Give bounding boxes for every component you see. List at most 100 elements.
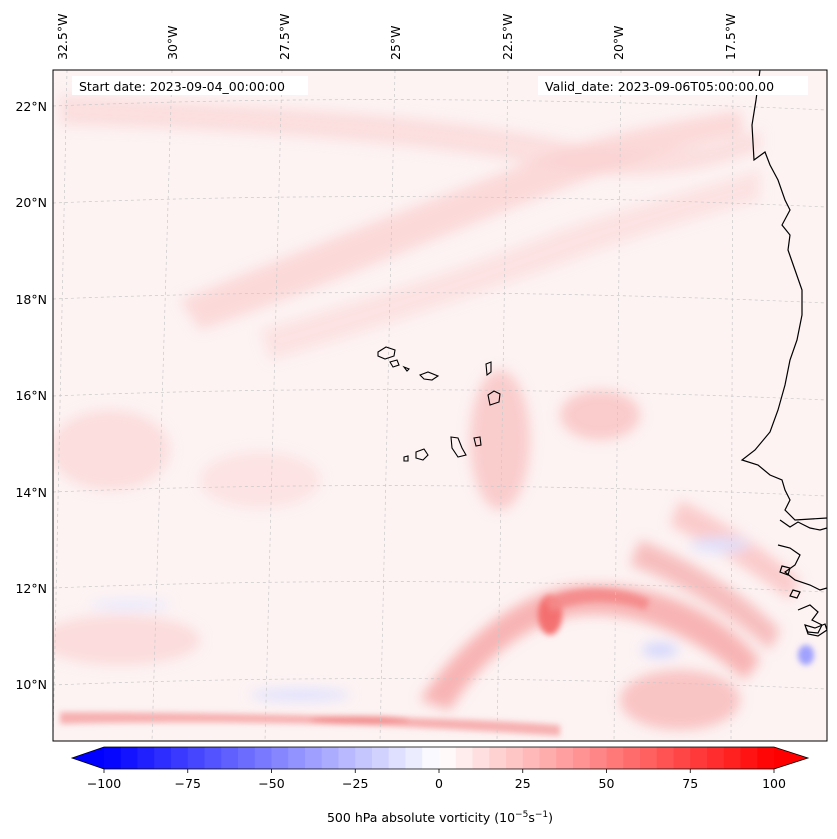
- meridian-30w: [151, 70, 173, 741]
- start-date-box: [72, 76, 308, 95]
- lat-label-22n: 22°N: [15, 99, 47, 114]
- vorticity-band-diagonal-2: [260, 170, 760, 360]
- colorbar-cell: [305, 747, 323, 769]
- parallel-16n: [53, 389, 827, 401]
- colorbar-cell: [573, 747, 591, 769]
- lat-label-20n: 20°N: [15, 195, 47, 210]
- vorticity-min-coast: [798, 645, 814, 665]
- colorbar-cell: [238, 747, 256, 769]
- colorbar-cell: [640, 747, 658, 769]
- gambia-coast: [779, 519, 827, 531]
- colorbar-title-main: 500 hPa absolute vorticity (10: [327, 810, 515, 825]
- meridian-22-5w: [496, 70, 509, 741]
- lat-label-16n: 16°N: [15, 388, 47, 403]
- colorbar-cell: [506, 747, 524, 769]
- colorbar-cell: [405, 747, 423, 769]
- colorbar-cell: [455, 747, 474, 769]
- colorbar: −100 −75 −50 −25 0 25 50 75 100 500 hPa absolute…: [70, 746, 810, 825]
- colorbar-cell: [589, 747, 608, 769]
- vorticity-blob-mid-west: [200, 452, 320, 508]
- colorbar-title-mid: s: [528, 810, 535, 825]
- fogo-island: [415, 448, 429, 461]
- lon-label-22-5w: 22.5°W: [500, 14, 515, 60]
- lat-label-18n: 18°N: [15, 292, 47, 307]
- colorbar-cell: [522, 747, 541, 769]
- vorticity-band-south: [60, 712, 560, 736]
- colorbar-cell: [372, 747, 390, 769]
- cape-verde-islands: [377, 346, 501, 462]
- colorbar-cell: [221, 747, 239, 769]
- colorbar-cell: [757, 747, 775, 769]
- colorbar-cell: [690, 747, 708, 769]
- colorbar-cell: [137, 747, 155, 769]
- colorbar-tick-label: 0: [435, 776, 443, 791]
- vorticity-band-coast: [630, 540, 780, 650]
- guinea-coast: [797, 604, 823, 634]
- colorbar-cell: [388, 747, 407, 769]
- parallel-18n: [53, 292, 827, 304]
- meridian-27-5w: [264, 70, 283, 741]
- start-date-label: Start date: 2023-09-04_00:00:00: [79, 79, 285, 94]
- vorticity-blob-west: [53, 410, 170, 490]
- lon-label-17-5w: 17.5°W: [723, 14, 738, 60]
- colorbar-title: 500 hPa absolute vorticity (10−5s−1): [327, 810, 553, 825]
- colorbar-cell: [154, 747, 172, 769]
- parallel-14n: [53, 485, 827, 497]
- colorbar-cell: [439, 747, 457, 769]
- lat-label-14n: 14°N: [15, 485, 47, 500]
- vorticity-blob-south-west: [53, 615, 200, 665]
- valid-date-box: [538, 76, 808, 95]
- map-panel: Start date: 2023-09-04_00:00:00 Valid_da…: [53, 70, 827, 741]
- vorticity-blob-neg-3: [250, 689, 350, 701]
- vorticity-arc-inner: [545, 588, 650, 612]
- colorbar-tick-label: −75: [175, 776, 201, 791]
- colorbar-title-exp1: −5: [515, 810, 528, 820]
- parallel-12n: [53, 581, 827, 593]
- colorbar-tick-label: 100: [762, 776, 786, 791]
- colorbar-tick-label: 50: [599, 776, 615, 791]
- colorbar-ticks: −100 −75 −50 −25 0 25 50 75 100: [87, 769, 786, 791]
- colorbar-title-end: ): [548, 810, 553, 825]
- santo-antao-island: [377, 346, 396, 360]
- vorticity-blob-neg-2: [642, 643, 678, 657]
- colorbar-cell: [120, 747, 139, 769]
- boa-vista-island: [487, 390, 501, 406]
- map-frame: [52, 69, 828, 742]
- colorbar-tick-label: −50: [258, 776, 284, 791]
- colorbar-cell: [338, 747, 356, 769]
- sao-nicolau-island: [419, 371, 440, 381]
- colorbar-tick-label: 75: [682, 776, 698, 791]
- colorbar-cell: [656, 747, 675, 769]
- colorbar-cell: [321, 747, 340, 769]
- maio-island: [473, 436, 482, 447]
- meridian-17-5w: [730, 70, 734, 741]
- colorbar-cell: [355, 747, 373, 769]
- vorticity-blob-neg-4: [90, 600, 170, 610]
- colorbar-cell: [472, 747, 490, 769]
- vorticity-arc-south: [420, 584, 760, 710]
- colorbar-cell: [740, 747, 758, 769]
- coastlines: [740, 70, 827, 637]
- colorbar-cells: [104, 747, 775, 769]
- meridian-25w: [379, 70, 396, 741]
- colorbar-cell: [271, 747, 289, 769]
- colorbar-cell: [606, 747, 624, 769]
- vorticity-blob-neg-1: [690, 537, 750, 553]
- colorbar-tick-label: −100: [87, 776, 121, 791]
- colorbar-cell: [422, 747, 440, 769]
- colorbar-cell: [707, 747, 725, 769]
- graticule: [53, 70, 827, 741]
- colorbar-cell: [171, 747, 189, 769]
- longitude-labels: 32.5°W 30°W 27.5°W 25°W 22.5°W 20°W 17.5…: [55, 14, 738, 60]
- vorticity-blob-east: [560, 390, 640, 440]
- parallel-20n: [53, 196, 827, 208]
- vorticity-band-diagonal: [180, 110, 745, 330]
- lon-label-30w: 30°W: [165, 25, 180, 60]
- africa-coastline: [740, 70, 827, 521]
- bijagos-islands: [779, 565, 801, 599]
- guinea-coast-south: [804, 623, 827, 637]
- brava-island: [403, 455, 409, 462]
- colorbar-cell: [288, 747, 306, 769]
- santa-luzia-island: [402, 365, 410, 372]
- colorbar-extend-low: [72, 747, 104, 769]
